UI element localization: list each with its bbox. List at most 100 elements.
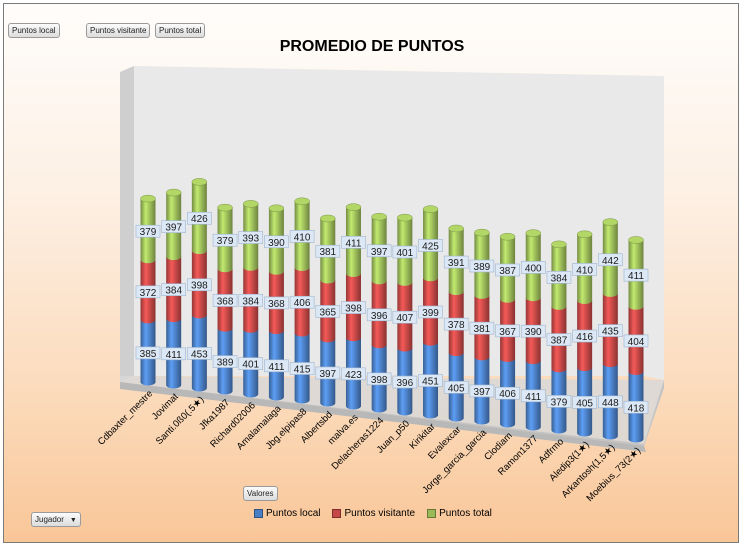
data-label: 396 xyxy=(392,375,418,389)
chart-plot: 385372379Cdbaxter_mestre411384397Jovimat… xyxy=(96,66,664,504)
data-label: 397 xyxy=(161,220,186,234)
svg-text:416: 416 xyxy=(576,332,593,343)
field-button-puntos-total[interactable]: Puntos total xyxy=(155,23,206,38)
svg-text:410: 410 xyxy=(576,265,593,276)
svg-text:451: 451 xyxy=(422,377,439,388)
data-label: 411 xyxy=(623,268,649,282)
field-button-puntos-local[interactable]: Puntos local xyxy=(8,23,60,38)
data-label: 407 xyxy=(392,310,418,324)
data-label: 393 xyxy=(238,231,264,245)
data-label: 385 xyxy=(135,346,161,360)
chart-floor-front xyxy=(120,382,646,452)
svg-text:389: 389 xyxy=(217,358,234,369)
svg-text:398: 398 xyxy=(345,304,362,315)
svg-text:411: 411 xyxy=(166,350,182,361)
data-label: 401 xyxy=(392,245,418,259)
svg-text:400: 400 xyxy=(525,263,542,274)
bar-top-cap xyxy=(628,236,644,244)
data-label: 384 xyxy=(238,293,264,307)
data-label: 379 xyxy=(212,233,238,247)
data-label: 406 xyxy=(289,295,315,309)
svg-text:384: 384 xyxy=(242,296,259,307)
data-label: 405 xyxy=(572,396,597,409)
data-label: 411 xyxy=(161,347,186,361)
x-tick-label: Cdbaxter_mestre xyxy=(96,388,155,447)
legend-item-local: Puntos local xyxy=(254,508,320,519)
bar-top-cap xyxy=(217,203,233,212)
legend-label-visitante: Puntos visitante xyxy=(344,508,416,519)
data-label: 415 xyxy=(289,362,315,376)
svg-text:387: 387 xyxy=(499,266,516,277)
svg-text:390: 390 xyxy=(525,327,542,338)
svg-text:411: 411 xyxy=(525,392,541,403)
svg-text:396: 396 xyxy=(371,311,388,322)
svg-text:379: 379 xyxy=(217,236,234,247)
bar-stack xyxy=(165,188,182,389)
x-tick-label: Moebius_73(2★) xyxy=(585,445,644,504)
data-label: 453 xyxy=(187,347,212,360)
bar-top-cap xyxy=(525,229,542,237)
bar-top-cap xyxy=(165,188,182,197)
svg-text:406: 406 xyxy=(294,298,311,309)
svg-text:387: 387 xyxy=(551,336,568,347)
bar-top-cap xyxy=(474,228,490,237)
bar-top-cap xyxy=(371,212,387,221)
data-label: 389 xyxy=(469,259,495,273)
svg-text:393: 393 xyxy=(242,234,259,245)
field-button-valores[interactable]: Valores xyxy=(243,486,278,501)
data-label: 381 xyxy=(469,321,495,335)
data-label: 411 xyxy=(264,359,289,373)
svg-text:407: 407 xyxy=(396,313,413,324)
svg-text:379: 379 xyxy=(551,397,568,408)
svg-text:411: 411 xyxy=(628,271,644,282)
svg-text:379: 379 xyxy=(140,227,157,238)
data-label: 405 xyxy=(443,381,469,394)
data-label: 368 xyxy=(212,294,238,308)
chart-title: PROMEDIO DE PUNTOS xyxy=(279,38,465,55)
svg-text:385: 385 xyxy=(140,349,157,360)
legend-swatch-total xyxy=(427,509,437,518)
data-label: 435 xyxy=(598,324,623,338)
svg-text:384: 384 xyxy=(551,273,568,284)
bar-top-cap xyxy=(397,213,413,222)
svg-text:448: 448 xyxy=(602,398,619,409)
data-label: 397 xyxy=(366,244,392,258)
legend-label-local: Puntos local xyxy=(266,508,321,519)
svg-text:389: 389 xyxy=(474,262,491,273)
chart-frame: Puntos local Puntos visitante Puntos tot… xyxy=(3,3,739,543)
data-label: 411 xyxy=(520,389,546,403)
bar-top-cap xyxy=(551,240,567,249)
svg-text:397: 397 xyxy=(165,223,182,234)
svg-text:381: 381 xyxy=(474,324,491,335)
svg-text:391: 391 xyxy=(448,258,465,269)
data-label: 365 xyxy=(315,305,341,318)
data-label: 379 xyxy=(546,395,572,408)
svg-text:397: 397 xyxy=(474,387,491,398)
data-label: 398 xyxy=(187,278,212,292)
svg-text:442: 442 xyxy=(602,256,619,267)
data-label: 368 xyxy=(264,296,289,310)
bar-top-cap xyxy=(268,204,285,213)
field-button-puntos-visitante[interactable]: Puntos visitante xyxy=(86,23,151,38)
bar-top-cap xyxy=(242,200,259,208)
svg-text:418: 418 xyxy=(628,403,645,414)
svg-text:410: 410 xyxy=(294,232,311,243)
svg-text:411: 411 xyxy=(268,362,284,373)
data-label: 387 xyxy=(495,263,520,277)
data-label: 410 xyxy=(572,263,597,276)
bar-top-cap xyxy=(602,218,619,226)
bar-top-cap xyxy=(294,197,310,206)
legend-swatch-visitante xyxy=(332,509,342,518)
data-label: 401 xyxy=(238,357,264,371)
svg-text:425: 425 xyxy=(422,241,439,252)
data-label: 425 xyxy=(418,239,443,252)
data-label: 384 xyxy=(546,271,572,284)
bar-top-cap xyxy=(140,194,156,203)
field-button-jugador[interactable]: Jugador ▼ xyxy=(31,512,81,527)
legend-swatch-local xyxy=(254,509,263,518)
data-label: 367 xyxy=(495,324,520,338)
svg-text:405: 405 xyxy=(576,398,593,409)
data-label: 406 xyxy=(495,386,520,400)
bar-top-cap xyxy=(191,178,208,186)
svg-text:453: 453 xyxy=(191,349,208,360)
